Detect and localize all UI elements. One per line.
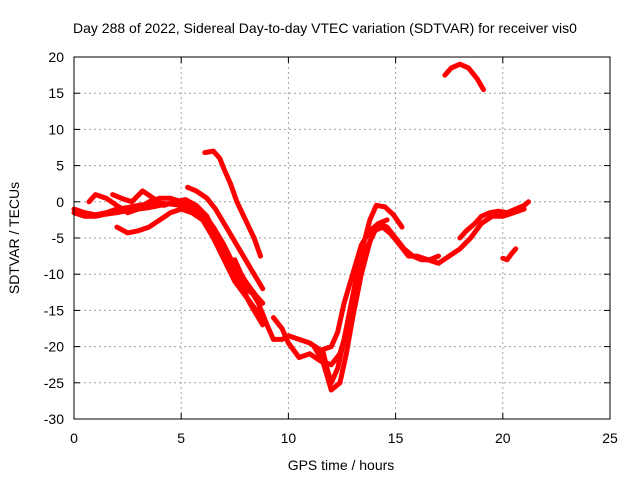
series-line-arc-7 [202, 148, 263, 259]
x-tick-label: 20 [495, 430, 511, 446]
y-tick-label: 10 [48, 121, 64, 137]
x-axis-label: GPS time / hours [288, 457, 395, 473]
y-tick-label: -30 [44, 411, 64, 427]
series-line-arc-4 [114, 206, 266, 321]
y-tick-label: 15 [48, 85, 64, 101]
y-tick-label: -10 [44, 266, 64, 282]
y-tick-label: -15 [44, 302, 64, 318]
x-tick-label: 5 [177, 430, 185, 446]
series-line-arc-5 [110, 188, 266, 328]
grid-lines [74, 57, 610, 419]
series-line-arc-12 [442, 61, 486, 93]
series-line-arc-11 [311, 217, 390, 393]
y-tick-label: -25 [44, 375, 64, 391]
x-axis-tick-labels: 0 5 10 15 20 25 [70, 430, 618, 446]
y-tick-label: 20 [48, 49, 64, 65]
x-tick-label: 15 [388, 430, 404, 446]
series-line-arc-6 [185, 184, 266, 292]
y-tick-label: 0 [56, 194, 64, 210]
y-tick-label: -20 [44, 339, 64, 355]
x-tick-label: 0 [70, 430, 78, 446]
chart-title: Day 288 of 2022, Sidereal Day-to-day VTE… [73, 20, 577, 36]
data-series [71, 61, 531, 393]
series-line-arc-9 [270, 206, 527, 368]
series-line-arc-8 [232, 221, 441, 353]
series-line-arc-14 [500, 246, 519, 263]
y-axis-tick-labels: -30 -25 -20 -15 -10 -5 0 5 10 15 20 [44, 49, 64, 427]
y-tick-label: -5 [52, 230, 65, 246]
y-tick-label: 5 [56, 158, 64, 174]
series-line-arc-1 [71, 200, 266, 306]
x-tick-label: 25 [602, 430, 618, 446]
y-axis-label: SDTVAR / TECUs [6, 182, 22, 294]
x-tick-label: 10 [281, 430, 297, 446]
plot-area-frame [73, 56, 611, 420]
series-line-arc-13 [457, 199, 531, 241]
